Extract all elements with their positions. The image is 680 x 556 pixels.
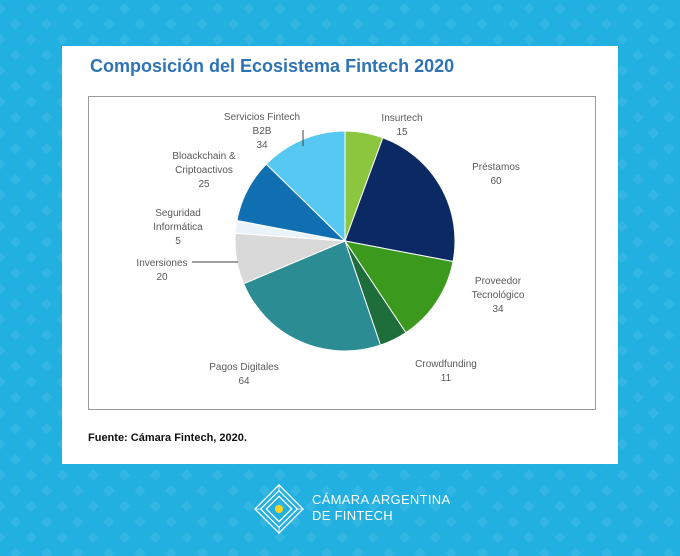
data-label-proveedor-tecnol-gico: Proveedor Tecnológico 34 xyxy=(472,276,525,315)
camara-logo-icon xyxy=(254,484,304,534)
brand-name: CÁMARA ARGENTINA DE FINTECH xyxy=(312,492,450,524)
chart-title: Composición del Ecosistema Fintech 2020 xyxy=(90,56,455,76)
pie-slice-pr-stamos xyxy=(344,137,456,263)
plot-frame xyxy=(88,96,596,410)
brand: CÁMARA ARGENTINA DE FINTECH xyxy=(252,480,452,540)
brand-line-1: CÁMARA ARGENTINA xyxy=(312,492,451,507)
chart-card: Composición del Ecosistema Fintech 2020 … xyxy=(62,46,618,464)
data-label-crowdfunding: Crowdfunding 11 xyxy=(415,359,477,384)
data-label-bloackchain-criptoactivos: Bloackchain & Criptoactivos 25 xyxy=(172,151,236,190)
data-label-insurtech: Insurtech 15 xyxy=(381,113,422,138)
data-label-pagos-digitales: Pagos Digitales 64 xyxy=(209,362,278,387)
pie-slice-proveedor-tecnol-gico xyxy=(343,240,454,334)
data-label-inversiones: Inversiones 20 xyxy=(136,258,187,283)
pie-chart: Insurtech 15 Préstamos 60 Proveedor Tecnológi… xyxy=(136,112,525,387)
data-label-pr-stamos: Préstamos 60 xyxy=(472,162,520,187)
brand-line-2: DE FINTECH xyxy=(312,508,393,523)
source-note: Fuente: Cámara Fintech, 2020. xyxy=(88,432,247,444)
data-label-seguridad-inform-tica: Seguridad Informática 5 xyxy=(153,208,203,247)
data-label-servicios-fintech-b2b: Servicios Fintech B2B 34 xyxy=(224,112,300,151)
pie-slice-servicios-fintech-b2b xyxy=(265,130,346,243)
pie-slice-pagos-digitales xyxy=(242,240,382,352)
